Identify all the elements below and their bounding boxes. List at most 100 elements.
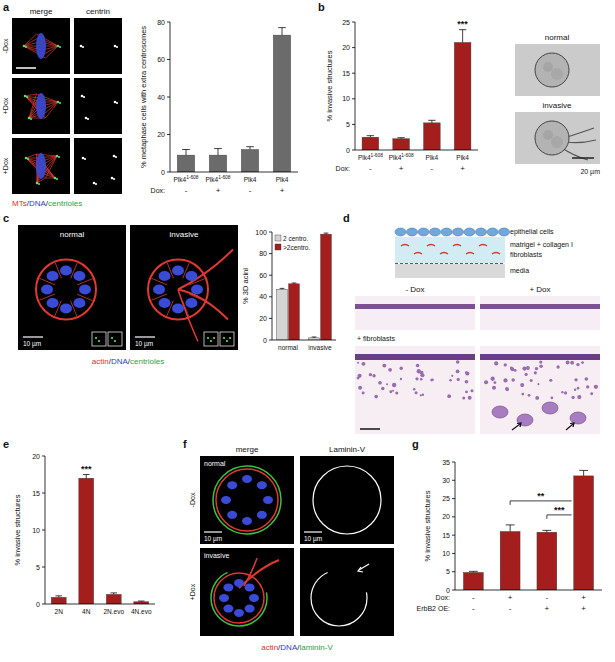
panel-letter: c [3,212,9,224]
protrusion [178,290,198,342]
fibroblast [440,253,448,255]
row-value: - [185,186,188,195]
cell [551,396,554,399]
error-bar [280,288,285,290]
centriole [84,158,86,160]
panel-letter: b [318,1,325,13]
cell [528,394,531,397]
error-cap [246,146,254,147]
cell [382,364,386,368]
cell-border [77,279,93,285]
significance: *** [554,505,565,515]
nucleus [73,298,85,308]
epithelium-band [480,304,600,309]
legend-label: 2 centro. [283,235,308,242]
cell [537,383,539,385]
y-tick [352,98,355,99]
micrograph [200,456,294,544]
y-tick [167,134,170,135]
epithelial-cell [441,228,452,236]
tick-label: 60 [157,56,165,63]
epithelial-cell [487,228,498,236]
nucleus [73,271,85,281]
tick-label: 25 [442,495,450,502]
cell [574,378,577,381]
x-axis [45,604,155,605]
error-cap [542,530,551,531]
row-value: + [581,604,586,613]
y-tick [352,124,355,125]
axis-title: % 3D acini [241,268,250,304]
schematic-label: media [510,267,529,274]
row-label: +Dox [2,97,9,114]
fibroblast [453,245,461,247]
cell [389,390,392,393]
plot-marks [51,475,148,605]
category-label: 4N.evo [131,608,152,615]
epithelium-band [355,304,475,309]
y-axis [455,462,456,590]
error-bar [428,120,435,123]
error-cap [278,27,286,28]
nucleus [41,285,53,295]
stain-legend-part: MTs [12,199,27,208]
membrane [395,263,505,264]
scale-label: 10 µm [304,535,322,543]
scale-label: 20 µm [580,168,600,176]
micrograph [130,225,238,350]
stain-legend-part: laminin-V [299,643,333,652]
error-cap [367,135,374,136]
y-tick [167,97,170,98]
bar [537,532,557,590]
cell [465,380,469,384]
micrograph [300,548,394,636]
cell [395,392,398,395]
error-bar [138,601,145,603]
bar [362,137,379,150]
centriole [25,46,27,48]
centriole [56,178,58,180]
y-tick [42,604,45,605]
histology [355,296,475,330]
schematic-label: matrigel + collagen I [510,241,573,249]
cell-border [151,294,167,300]
cell [357,374,361,378]
cell [430,379,433,382]
cell [520,383,524,387]
image-header: Laminin-V [329,445,366,454]
cell [358,386,362,390]
cell [456,360,460,364]
y-tick [269,275,272,276]
cell [581,361,584,364]
tick-label: 15 [442,532,450,539]
nucleus [245,605,255,613]
row-value: - [472,604,475,613]
error-stem [218,149,219,156]
tick-label: 20 [342,44,350,51]
cell [420,394,422,396]
histology [480,346,600,434]
y-tick [452,571,455,572]
arrow-head [570,423,574,427]
spindle-fiber [24,38,38,46]
cell-texture [551,136,563,148]
y-tick [269,253,272,254]
stain-legend: actin/DNA/centrioles [92,357,165,366]
bar [463,572,483,590]
nucleus [223,605,233,613]
category-superscript: 1-608 [218,175,231,180]
cell [357,362,359,364]
panel-letter: d [343,212,350,224]
row-value: + [581,593,586,602]
centriole [26,96,28,98]
row-value: + [460,164,465,173]
stain-legend-part: centrioles [130,357,164,366]
nucleus [242,517,252,525]
row-value: + [280,186,285,195]
bar [321,234,332,340]
nucleus [219,594,229,602]
cell [566,361,570,365]
cell [521,393,524,396]
cell [585,377,589,381]
micrograph [74,138,122,194]
